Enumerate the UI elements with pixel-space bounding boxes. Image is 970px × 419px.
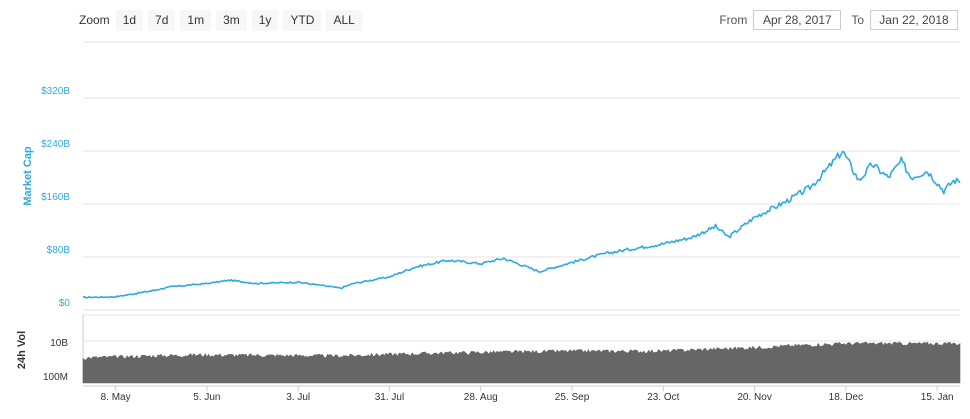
volume-area-shape bbox=[82, 341, 961, 384]
x-tick-label: 25. Sep bbox=[555, 392, 590, 403]
to-date-input[interactable] bbox=[870, 10, 958, 30]
volume-tick-label: 100M bbox=[43, 372, 68, 383]
volume-area bbox=[82, 341, 961, 384]
market-cap-series bbox=[82, 150, 961, 299]
zoom-7d-button[interactable]: 7d bbox=[148, 9, 176, 31]
y-tick-label: $0 bbox=[59, 298, 71, 309]
zoom-bar: Zoom 1d 7d 1m 3m 1y YTD ALL bbox=[79, 9, 367, 31]
zoom-3m-button[interactable]: 3m bbox=[216, 9, 247, 31]
y-tick-label: $320B bbox=[41, 86, 70, 97]
y-tick-label: $240B bbox=[41, 139, 70, 150]
zoom-ytd-button[interactable]: YTD bbox=[283, 9, 322, 31]
zoom-label: Zoom bbox=[79, 13, 110, 27]
x-tick-label: 28. Aug bbox=[464, 392, 498, 403]
to-label: To bbox=[851, 13, 864, 27]
x-tick-label: 15. Jan bbox=[921, 392, 954, 403]
volume-tick-label: 10B bbox=[50, 338, 68, 349]
zoom-all-button[interactable]: ALL bbox=[326, 9, 362, 31]
x-tick-label: 18. Dec bbox=[829, 392, 863, 403]
y-tick-label: $80B bbox=[47, 245, 71, 256]
zoom-1m-button[interactable]: 1m bbox=[180, 9, 212, 31]
volume-axis-title: 24h Vol bbox=[16, 331, 28, 369]
zoom-1d-button[interactable]: 1d bbox=[115, 9, 144, 31]
x-tick-label: 23. Oct bbox=[647, 392, 679, 403]
from-date-input[interactable] bbox=[753, 10, 842, 30]
x-tick-label: 8. May bbox=[101, 392, 131, 403]
x-tick-label: 3. Jul bbox=[286, 392, 310, 403]
market-cap-line bbox=[82, 150, 961, 299]
date-range: From To bbox=[709, 9, 958, 31]
y-tick-label: $160B bbox=[41, 192, 70, 203]
zoom-1y-button[interactable]: 1y bbox=[251, 9, 279, 31]
x-tick-label: 5. Jun bbox=[193, 392, 220, 403]
x-tick-label: 31. Jul bbox=[375, 392, 404, 403]
from-label: From bbox=[719, 13, 748, 27]
y-axis-title: Market Cap bbox=[22, 146, 34, 206]
grid-lines bbox=[82, 41, 960, 383]
x-tick-label: 20. Nov bbox=[737, 392, 771, 403]
axes: $0 $80B $160B $240B $320B 100M 10B 8. May 5. Jun… bbox=[41, 86, 960, 403]
